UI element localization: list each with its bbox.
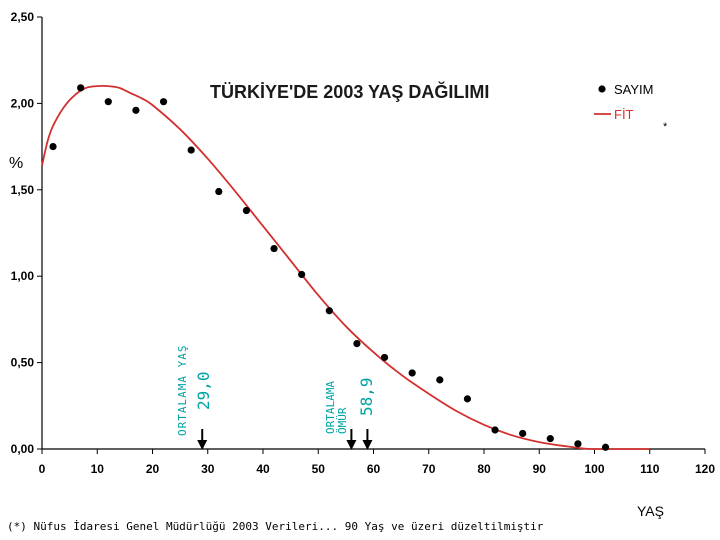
y-tick-label: 1,00 (11, 269, 35, 283)
data-point (132, 106, 140, 114)
data-point (463, 395, 472, 403)
data-point (159, 98, 168, 106)
x-tick-label: 100 (584, 462, 604, 476)
data-point (77, 84, 85, 92)
x-tick-label: 20 (146, 462, 160, 476)
data-point (574, 440, 582, 448)
x-tick-label: 10 (91, 462, 105, 476)
x-tick-label: 30 (201, 462, 215, 476)
arrow-down-icon (197, 429, 208, 450)
data-point (546, 435, 554, 443)
annotation-life-label-line2: ÖMÜR (336, 407, 349, 434)
x-tick-label: 120 (695, 462, 715, 476)
annotation-average-age-value: 29,0 (194, 371, 213, 410)
annotation-life-value: 58,9 (357, 377, 376, 416)
arrow-down-icon (346, 429, 357, 450)
data-point (353, 339, 361, 348)
legend-label-fit: FİT (614, 107, 634, 122)
data-point (491, 426, 499, 434)
x-tick-label: 110 (640, 462, 660, 476)
y-tick-label: 1,50 (11, 183, 35, 197)
sayim-points (49, 84, 610, 451)
annotation-average-age-label: ORTALAMA YAŞ (176, 345, 189, 436)
x-tick-label: 70 (422, 462, 436, 476)
data-point (519, 429, 527, 438)
data-point (187, 146, 195, 154)
data-point (215, 187, 223, 196)
x-axis-ticks: 0 10 20 30 40 50 60 70 80 90 100 110 120 (39, 449, 715, 476)
data-point (270, 244, 278, 253)
data-point (242, 206, 251, 215)
annotation-average-age: ORTALAMA YAŞ 29,0 (176, 345, 213, 450)
data-point (298, 270, 306, 279)
fit-curve (41, 85, 650, 450)
y-tick-label: 0,50 (11, 356, 35, 370)
legend-label-sayim: SAYIM (614, 82, 654, 97)
x-tick-label: 40 (256, 462, 270, 476)
life-expectancy-arrows (346, 429, 373, 450)
annotation-life-label-line1: ORTALAMA (324, 381, 337, 434)
x-tick-label: 0 (39, 462, 46, 476)
chart-title: TÜRKİYE'DE 2003 YAŞ DAĞILIMI (210, 81, 489, 102)
legend: SAYIM FİT * (594, 82, 668, 133)
x-tick-label: 50 (312, 462, 326, 476)
legend-point-marker (598, 85, 606, 93)
data-point (408, 369, 416, 377)
footnote: (*) Nüfus İdaresi Genel Müdürlüğü 2003 V… (7, 520, 544, 533)
y-axis-label: % (9, 155, 23, 172)
data-point (49, 143, 57, 151)
y-tick-label: 2,00 (11, 96, 35, 110)
data-point (325, 307, 333, 315)
x-axis-label: YAŞ (637, 503, 664, 519)
x-tick-label: 80 (477, 462, 491, 476)
data-point (436, 376, 444, 384)
y-tick-label: 2,50 (11, 10, 35, 24)
arrow-down-icon (362, 429, 373, 450)
data-point (601, 443, 610, 451)
data-point (380, 353, 389, 362)
data-point (104, 98, 112, 106)
arrow-down-icon (197, 429, 208, 450)
y-axis-ticks: 0,00 0,50 1,00 1,50 2,00 2,50 (11, 10, 42, 456)
annotation-life-expectancy: ORTALAMA ÖMÜR 58,9 (324, 377, 376, 450)
legend-asterisk: * (663, 121, 668, 133)
y-tick-label: 0,00 (11, 442, 35, 456)
x-tick-label: 60 (367, 462, 381, 476)
x-tick-label: 90 (533, 462, 547, 476)
